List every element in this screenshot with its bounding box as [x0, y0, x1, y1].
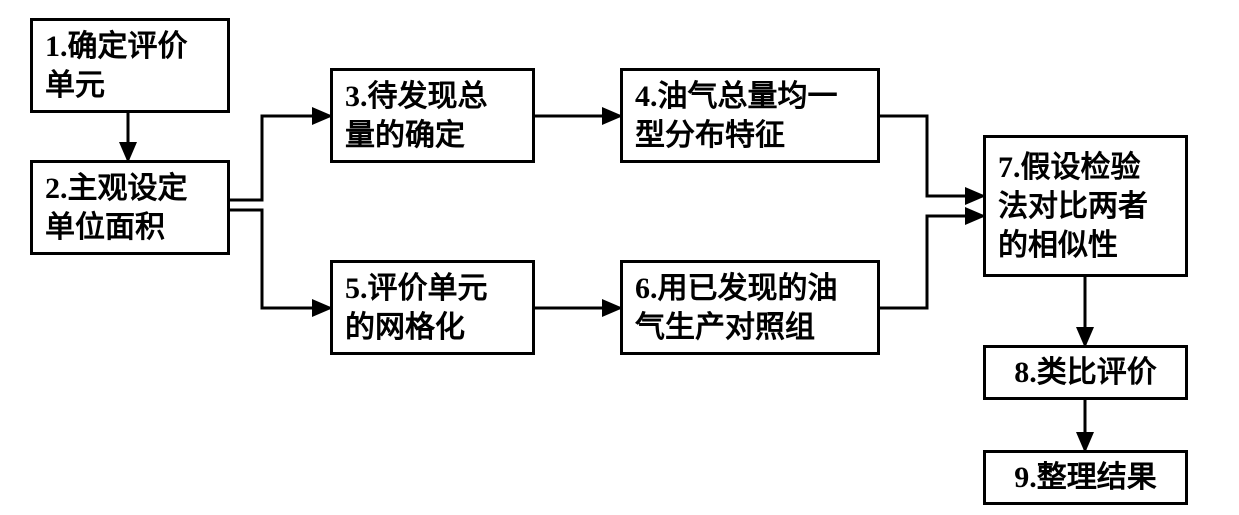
node-label: 5.评价单元 的网格化: [345, 269, 488, 347]
edge-n6-n7: [880, 216, 983, 308]
flowchart-node-n9: 9.整理结果: [983, 450, 1188, 505]
node-label: 1.确定评价 单元: [45, 27, 188, 105]
node-label: 2.主观设定 单位面积: [45, 169, 188, 247]
flowchart-node-n5: 5.评价单元 的网格化: [330, 260, 535, 355]
edge-n4-n7: [880, 116, 983, 196]
flowchart-node-n4: 4.油气总量均一 型分布特征: [620, 68, 880, 163]
node-label: 4.油气总量均一 型分布特征: [635, 77, 838, 155]
node-label: 9.整理结果: [1014, 458, 1157, 497]
node-label: 8.类比评价: [1014, 353, 1157, 392]
node-label: 7.假设检验 法对比两者 的相似性: [998, 148, 1148, 265]
flowchart-node-n1: 1.确定评价 单元: [30, 18, 230, 113]
flowchart-node-n2: 2.主观设定 单位面积: [30, 160, 230, 255]
flowchart-node-n6: 6.用已发现的油 气生产对照组: [620, 260, 880, 355]
flowchart-node-n8: 8.类比评价: [983, 345, 1188, 400]
node-label: 6.用已发现的油 气生产对照组: [635, 269, 838, 347]
flowchart-node-n3: 3.待发现总 量的确定: [330, 68, 535, 163]
edge-n2-n5: [230, 210, 330, 308]
flowchart-node-n7: 7.假设检验 法对比两者 的相似性: [983, 135, 1188, 277]
edge-n2-n3: [230, 116, 330, 200]
node-label: 3.待发现总 量的确定: [345, 77, 488, 155]
